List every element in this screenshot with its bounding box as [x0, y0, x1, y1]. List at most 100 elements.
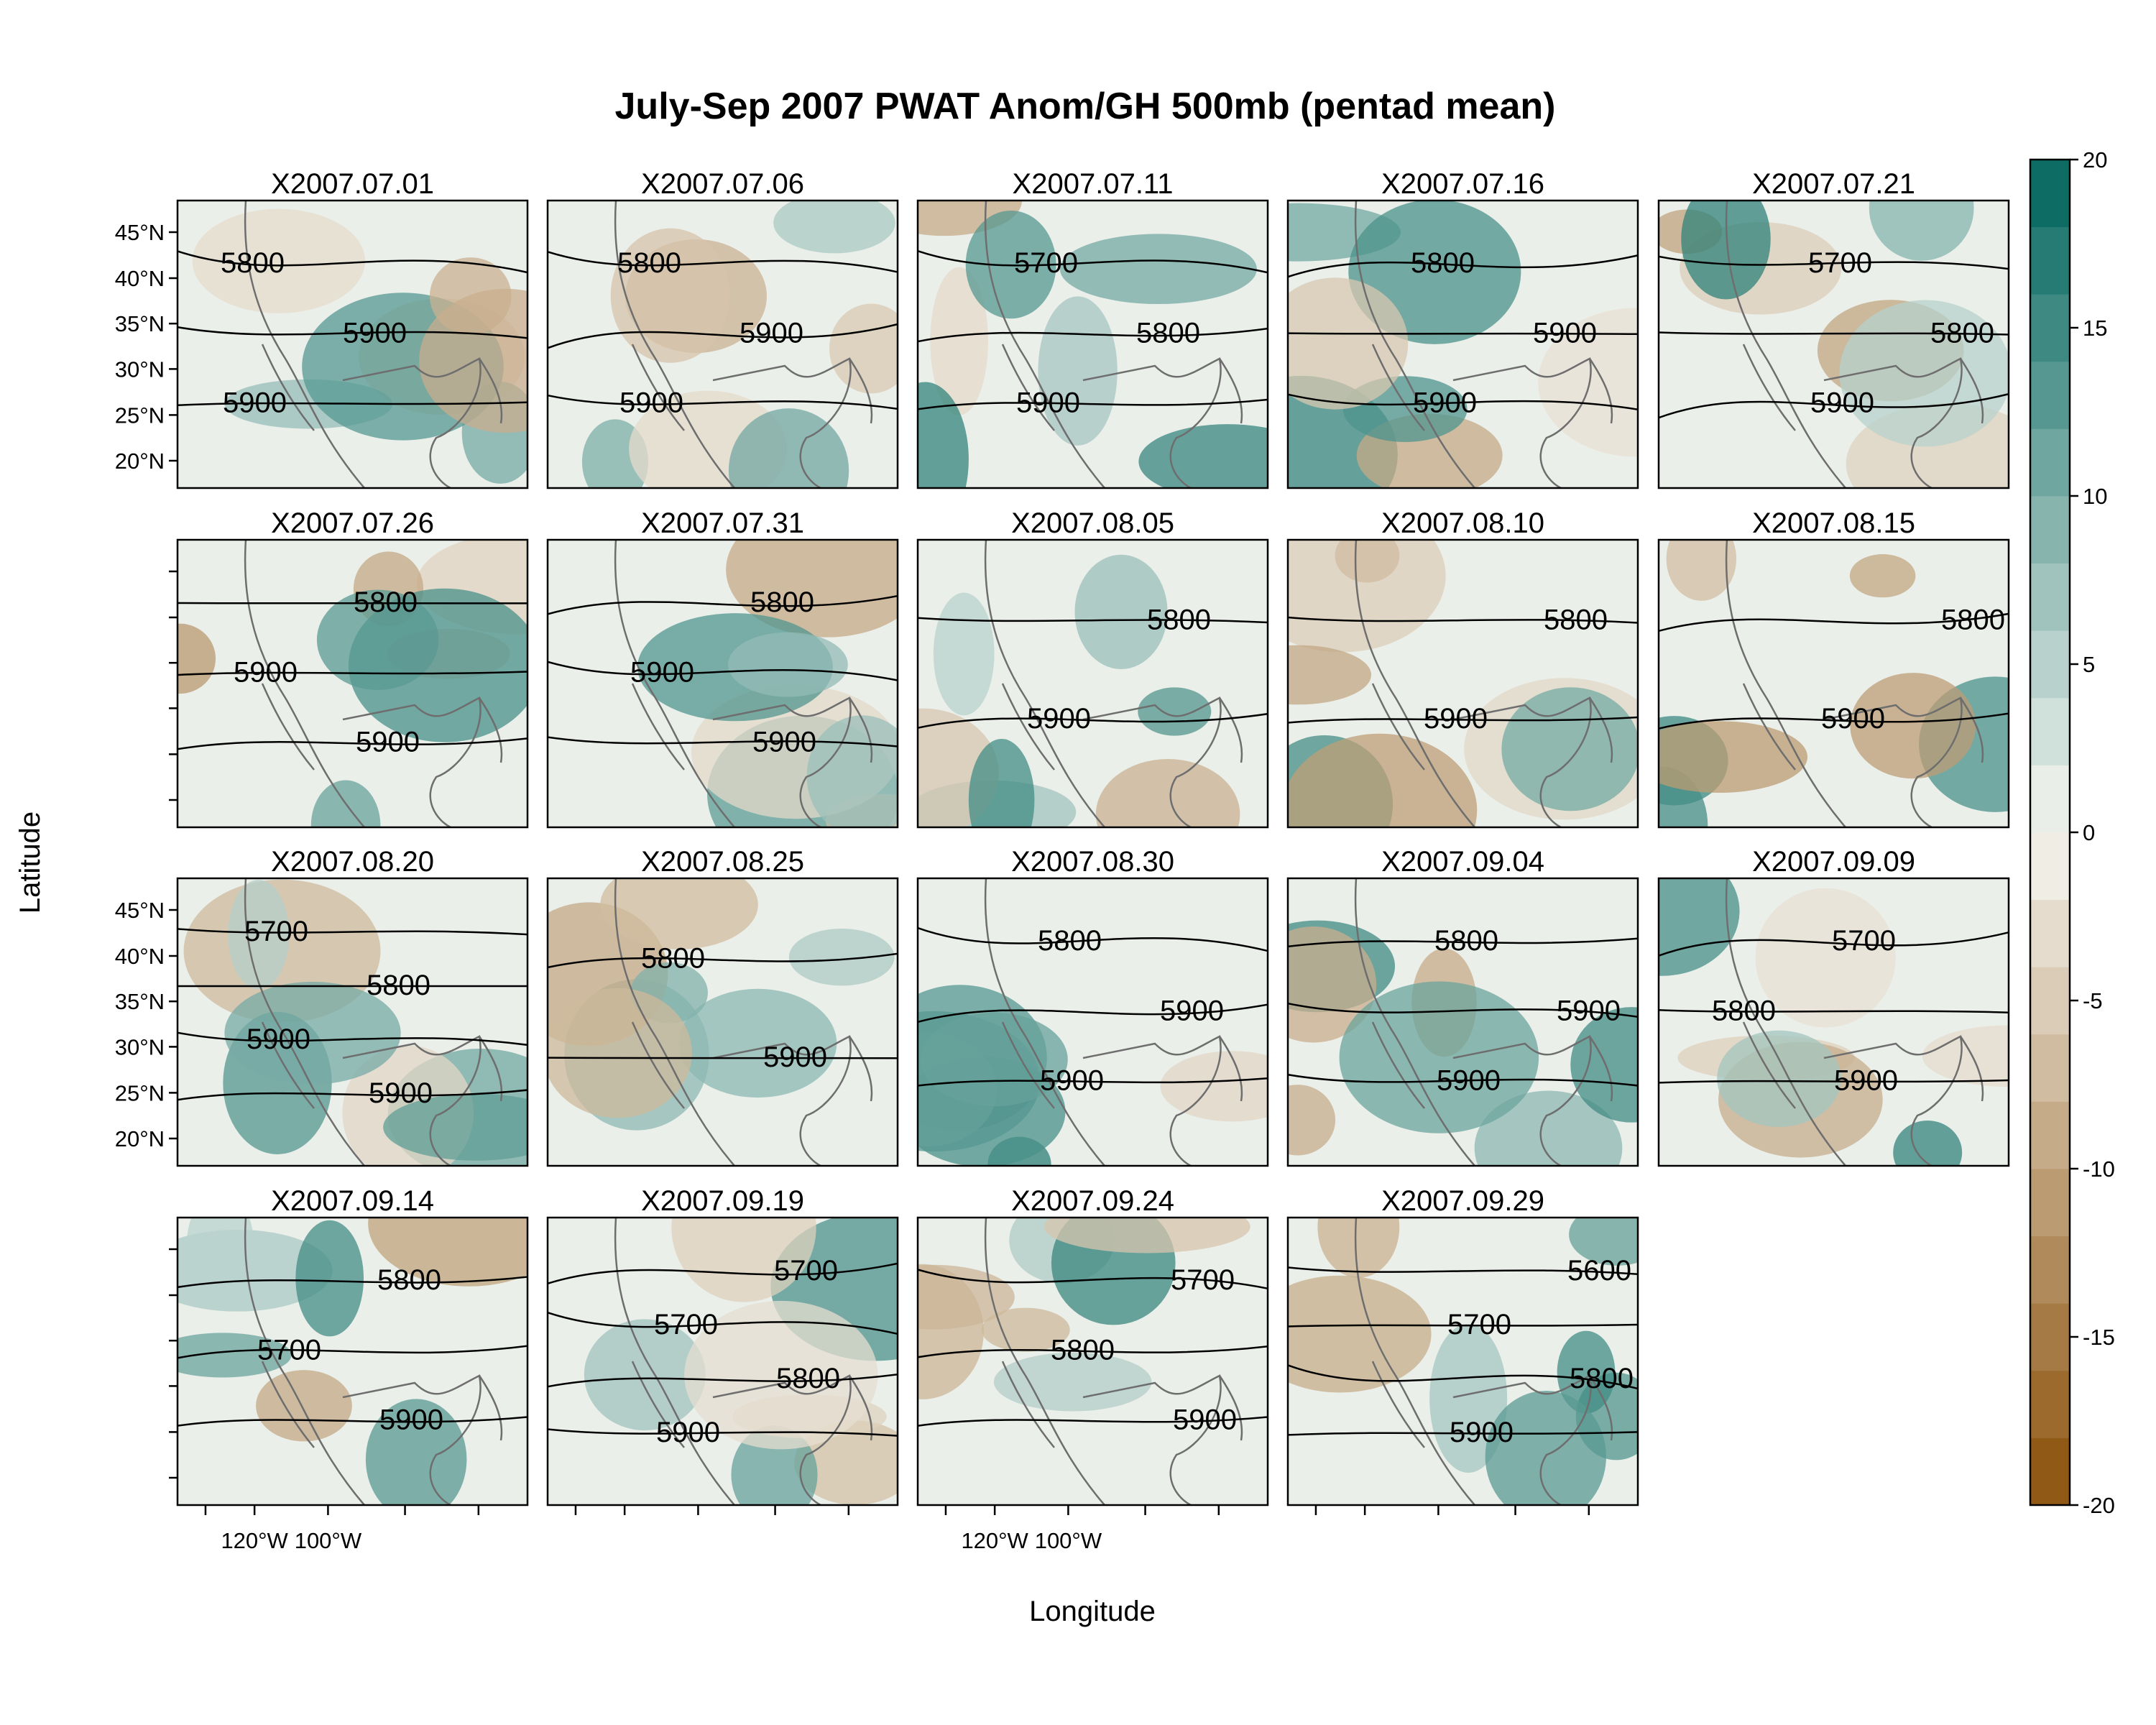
colorbar-step: [2030, 428, 2070, 496]
contour-label: 5800: [641, 943, 705, 975]
y-tick-label: 25°N: [115, 1080, 165, 1105]
panel-title: X2007.09.09: [1752, 846, 1915, 878]
panel-title: X2007.08.05: [1011, 507, 1174, 539]
x-tick-label: 100°W: [1035, 1528, 1102, 1553]
contour-label: 5900: [1040, 1064, 1104, 1096]
contour-label: 5900: [1160, 995, 1224, 1026]
contour-label: 5900: [223, 387, 287, 418]
x-tick-label: 120°W: [961, 1528, 1028, 1553]
contour-label: 5700: [654, 1309, 718, 1340]
colorbar-step: [2030, 564, 2070, 631]
contour-label: 5700: [1808, 247, 1872, 279]
contour-label: 5900: [343, 317, 407, 349]
negative-anomaly: [1160, 1051, 1304, 1121]
x-tick-label: 120°W: [221, 1528, 288, 1553]
colorbar-step: [2030, 294, 2070, 362]
contour-label: 5700: [244, 916, 308, 947]
contour-label: 5900: [630, 656, 694, 688]
colorbar-tick-label: -10: [2083, 1156, 2115, 1182]
negative-anomaly: [144, 624, 216, 694]
panel-title: X2007.08.25: [641, 846, 804, 878]
map-panel: 5800 5900 X2007.08.25: [510, 846, 905, 1166]
panel-title: X2007.07.21: [1752, 168, 1915, 200]
map-panel: 58005900X2007.08.10: [1225, 500, 1665, 887]
panel-title: X2007.08.15: [1752, 507, 1915, 539]
map-panel: 570058005900X2007.09.24: [852, 1185, 1275, 1505]
contour-label: 5800: [1570, 1363, 1634, 1394]
contour-label: 5800: [1434, 925, 1498, 957]
map-panel: 580059005900X2007.07.06: [540, 168, 913, 533]
positive-anomaly: [1717, 1031, 1841, 1127]
positive-anomaly: [187, 1192, 254, 1294]
panel-title: X2007.07.01: [271, 168, 434, 200]
map-panel: 5600570058005900X2007.09.29: [1248, 1176, 1664, 1522]
positive-anomaly: [773, 193, 895, 254]
positive-anomaly: [1138, 687, 1211, 735]
contour-label: 5900: [1810, 387, 1874, 418]
contour-label: 5800: [221, 247, 285, 279]
map-panel: 5800 5900 5900 X2007.07.01: [170, 168, 592, 488]
y-tick-label: 40°N: [115, 266, 165, 291]
panel-title: X2007.09.29: [1381, 1185, 1544, 1217]
contour-label: 5800: [750, 586, 814, 618]
contour-label: 5700: [257, 1334, 321, 1366]
panel-title: X2007.07.31: [641, 507, 804, 539]
colorbar-tick-label: -5: [2083, 988, 2103, 1013]
y-tick-label: 40°N: [115, 944, 165, 969]
contour-label: 5900: [1557, 995, 1621, 1026]
negative-anomaly: [829, 303, 913, 393]
contour-label: 5900: [619, 387, 683, 418]
map-panel: 5800 5900 5900 X2007.08.30: [827, 846, 1304, 1192]
panel-title: X2007.09.24: [1011, 1185, 1174, 1217]
panel-title: X2007.07.26: [271, 507, 434, 539]
contour-label: 5900: [1413, 387, 1477, 418]
x-tick-label: 100°W: [295, 1528, 362, 1553]
contour-label: 5900: [1027, 703, 1091, 735]
contour-label: 5900: [369, 1077, 433, 1109]
negative-anomaly: [1261, 1085, 1336, 1155]
contour-label: 5900: [1173, 1404, 1237, 1435]
contour-label: 5800: [1038, 925, 1102, 957]
colorbar-step: [2030, 1236, 2070, 1304]
panel-title: X2007.07.06: [641, 168, 804, 200]
colorbar-step: [2030, 630, 2070, 698]
panel-title: X2007.08.30: [1011, 846, 1174, 878]
contour-label: 5900: [234, 656, 298, 688]
map-panel: 5700570058005900X2007.09.19: [540, 1152, 980, 1524]
colorbar-step: [2030, 227, 2070, 295]
contour-label: 5900: [1450, 1417, 1514, 1448]
map-panel: 58005900X2007.08.15: [1618, 507, 2072, 884]
contour-label: 5900: [763, 1041, 827, 1073]
positive-anomaly: [934, 592, 995, 715]
contour-label: 5600: [1567, 1255, 1631, 1287]
colorbar-step: [2030, 1371, 2070, 1438]
x-axis-label: Longitude: [1029, 1596, 1156, 1627]
colorbar-step: [2030, 160, 2070, 227]
map-panel: 570058005900X2007.07.21: [1651, 155, 2047, 525]
colorbar-step: [2030, 1034, 2070, 1102]
negative-anomaly: [1756, 888, 1896, 1028]
chart-title: July-Sep 2007 PWAT Anom/GH 500mb (pentad…: [615, 86, 1556, 127]
contour-label: 5900: [379, 1404, 443, 1435]
y-tick-label: 45°N: [115, 220, 165, 245]
positive-anomaly: [807, 715, 918, 837]
positive-anomaly: [1340, 982, 1539, 1133]
y-axis-label: Latitude: [14, 811, 46, 914]
colorbar-step: [2030, 967, 2070, 1034]
colorbar-step: [2030, 1303, 2070, 1371]
panel-title: X2007.09.19: [641, 1185, 804, 1217]
positive-anomaly: [969, 739, 1035, 862]
map-panel: 580059005900X2007.07.31: [540, 502, 940, 873]
colorbar: -20 -15 -10 -5 0 5 10 15 20: [2030, 147, 2115, 1518]
contour-label: 5800: [1051, 1334, 1115, 1366]
y-tick-label: 45°N: [115, 898, 165, 923]
y-tick-label: 25°N: [115, 402, 165, 428]
y-tick-label: 35°N: [115, 989, 165, 1014]
negative-anomaly: [256, 1370, 352, 1441]
positive-anomaly: [1038, 296, 1117, 445]
contour-label: 5800: [1147, 604, 1211, 636]
contour-label: 5900: [1834, 1064, 1898, 1096]
contour-label: 5900: [1016, 387, 1080, 418]
colorbar-tick-label: -15: [2083, 1325, 2115, 1350]
